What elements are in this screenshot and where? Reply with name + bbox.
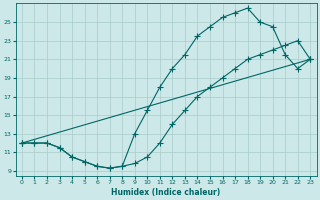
X-axis label: Humidex (Indice chaleur): Humidex (Indice chaleur) [111, 188, 221, 197]
